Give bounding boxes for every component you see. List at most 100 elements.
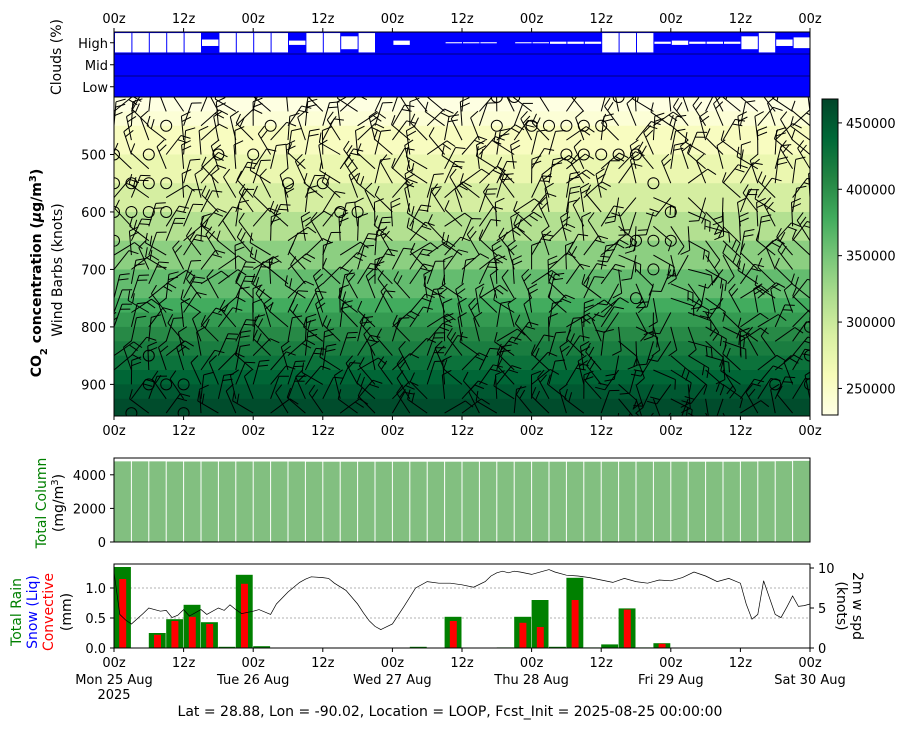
wind-barb-flag [327,106,339,109]
wind-barb-shaft [705,355,729,363]
wind-barb-flag [338,288,342,299]
wind-barb-shaft [148,261,160,285]
wind-barb-flag [715,379,726,385]
convective-bar [623,609,631,648]
wind-barb-shaft [219,308,237,328]
wind-barb-flag [128,250,139,255]
wind-barb-shaft [548,303,553,327]
wind-barb-flag [709,221,711,232]
wind-barb-flag [308,133,319,137]
wind-barb-flag [458,249,469,253]
wind-barb-flag [308,384,316,394]
wind-barb-flag [736,146,740,157]
wind-barb-flag [720,130,725,141]
wind-barb-flag [539,180,550,182]
wind-barb-flag [754,378,765,383]
wind-barb-flag [204,218,209,229]
wind-barb-flag [324,328,335,333]
wind-barb-flag [791,197,801,203]
wind-barb-flag [151,298,160,306]
wind-barb-shaft [479,166,498,184]
wind-barb-shaft [482,191,498,213]
wind-barb-flag [738,164,748,169]
wind-barb-shaft [687,326,697,350]
wind-barb-shaft [656,384,672,405]
wind-barb-shaft [114,151,132,170]
wind-barb-flag [586,169,595,177]
wind-barb-shaft [183,276,196,299]
wind-barb-shaft [252,97,257,112]
wind-barb-flag [637,229,648,231]
wind-barb-flag [637,141,644,151]
wind-barb-flag [433,173,444,175]
wind-barb-shaft [670,130,677,155]
wind-barb-shaft [792,221,808,241]
wind-barb-flag [632,400,638,410]
wind-barb-flag [180,393,191,397]
wind-barb-shaft [197,400,219,414]
wind-barb-shaft [635,355,645,379]
wind-barb-flag [252,97,263,103]
wind-barb-flag [223,303,229,313]
wind-barb-shaft [797,148,810,170]
wind-barb-flag [249,246,253,257]
wind-barb-flag [636,97,639,102]
wind-barb-shaft [216,239,237,256]
wind-barb-shaft [198,130,202,155]
wind-barb-shaft [357,112,378,127]
wind-barb-shaft [295,376,306,400]
wind-barb-shaft [357,309,376,328]
time-tick-label: 00z [798,424,822,439]
wind-barb-flag [478,380,488,386]
wind-barb-shaft [570,162,585,184]
wind-barb-flag [338,212,349,218]
wind-barb-shaft [600,97,606,112]
time-tick-label: 00z [381,12,405,27]
wind-barb-shaft [652,298,658,322]
wind-barb-shaft [661,160,672,184]
wind-barb-flag [643,125,652,133]
wind-barb-shaft [548,281,567,299]
wind-barb-flag [211,168,220,175]
wind-barb-flag [345,355,353,364]
column-tick-label: 4000 [73,469,106,484]
wind-barb-shaft [699,116,707,141]
wind-barb-flag [287,143,293,153]
co2-layer-band [114,269,810,299]
wind-barb-flag [654,112,665,117]
wind-barb-shaft [792,295,810,313]
wind-barb-flag [529,214,538,222]
wind-barb-flag [292,315,303,319]
wind-barb-flag [500,300,511,304]
wind-barb-flag [760,219,771,223]
wind-barb-shaft [584,380,602,400]
wind-barb-shaft [235,362,246,385]
wind-barb-shaft [284,284,306,299]
convective-bar [519,622,527,648]
wind-barb-flag [276,143,287,146]
wind-barb-flag [146,336,157,341]
wind-barb-shaft [739,264,755,285]
wind-barb-flag [791,129,796,140]
wind-barb-flag [531,387,537,397]
calm-wind-marker [630,292,642,305]
wind-barb-flag [587,212,595,221]
wind-barb-shaft [290,264,306,285]
wind-barb-shaft [461,97,464,112]
wind-barb-flag [176,340,185,348]
wind-barb-flag [358,357,365,367]
wind-barb-flag [757,257,763,268]
wind-barb-flag [258,288,265,298]
wind-barb-flag [286,351,296,356]
wind-barb-shaft [426,108,445,127]
wind-barb-flag [203,371,214,376]
wind-barb-shaft [629,159,637,184]
time-tick-label: 00z [798,12,822,27]
wind-barb-flag [210,139,220,147]
wind-barb-shaft [495,259,498,284]
wind-barb-flag [713,97,722,105]
wind-barb-flag [199,384,209,390]
wind-barb-flag [426,338,436,343]
wind-barb-flag [380,283,388,292]
wind-barb-flag [605,373,616,377]
